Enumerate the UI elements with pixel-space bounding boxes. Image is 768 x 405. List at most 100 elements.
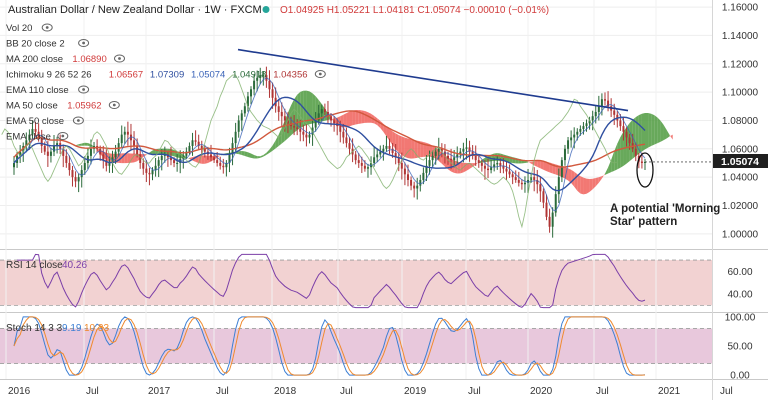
time-tick-label: Jul <box>86 386 99 397</box>
price-tick-label: 1.04000 <box>722 173 759 184</box>
legend-row-value: 1.07309 <box>150 70 184 81</box>
candle-body <box>561 160 563 177</box>
price-tick-label: 1.02000 <box>722 201 759 212</box>
cloud-segment <box>353 110 356 125</box>
legend-row-value: 1.05962 <box>67 101 101 112</box>
legend-row-label: EMA 110 close <box>6 85 69 96</box>
cloud-segment <box>242 151 245 156</box>
cloud-segment <box>651 114 654 146</box>
candle-body <box>416 186 418 189</box>
candle-body <box>250 89 252 96</box>
candle-body <box>367 167 369 168</box>
cloud-segment <box>614 144 617 171</box>
price-tick-label: 1.16000 <box>722 3 759 14</box>
candle-body <box>595 112 597 116</box>
cloud-segment <box>574 172 577 191</box>
rsi-tick-label: 40.00 <box>727 290 752 301</box>
candle-body <box>465 147 467 148</box>
legend-row-label: Vol 20 <box>6 23 32 34</box>
cloud-segment <box>596 177 599 186</box>
candle-body <box>539 184 541 191</box>
cloud-segment <box>617 137 620 169</box>
eye-icon-pupil <box>82 88 85 91</box>
price-tick-label: 1.00000 <box>722 229 759 240</box>
candle-body <box>127 132 129 135</box>
cloud-segment <box>42 159 45 163</box>
candle-body <box>355 154 357 160</box>
time-tick-label: 2018 <box>274 386 297 397</box>
candle-body <box>173 160 175 163</box>
annotation-line-1: A potential 'Morning <box>610 203 720 215</box>
candle-body <box>558 177 560 194</box>
candle-body <box>213 157 215 160</box>
candle-body <box>241 113 243 120</box>
ohlc-readout: O1.04925 H1.05221 L1.04181 C1.05074 −0.0… <box>280 5 549 16</box>
price-tick-label: 1.10000 <box>722 88 759 99</box>
candle-body <box>389 146 391 149</box>
candle-body <box>161 156 163 160</box>
candle-body <box>429 160 431 166</box>
candle-body <box>142 163 144 169</box>
candle-body <box>84 163 86 170</box>
candle-body <box>564 149 566 160</box>
candle-body <box>635 149 637 156</box>
cloud-segment <box>380 121 383 132</box>
time-tick-label: Jul <box>596 386 609 397</box>
eye-icon-pupil <box>113 104 116 107</box>
candle-body <box>192 140 194 146</box>
candle-body <box>302 132 304 135</box>
legend-row-label: Ichimoku 9 26 52 26 <box>6 70 92 81</box>
cloud-segment <box>568 168 571 183</box>
candle-body <box>499 163 501 166</box>
candle-body <box>188 146 190 152</box>
cloud-segment <box>537 161 540 168</box>
last-price-label: 1.05074 <box>721 156 759 168</box>
candle-body <box>410 180 412 186</box>
candle-body <box>324 109 326 112</box>
candle-body <box>401 163 403 169</box>
time-tick-label: Jul <box>216 386 229 397</box>
candle-body <box>382 149 384 152</box>
candle-body <box>496 163 498 164</box>
candle-body <box>68 163 70 170</box>
price-tick-label: 1.12000 <box>722 59 759 70</box>
time-tick-label: 2019 <box>404 386 427 397</box>
candle-body <box>533 177 535 180</box>
cloud-segment <box>639 114 642 154</box>
cloud-segment <box>365 111 368 123</box>
rsi-band <box>0 260 712 305</box>
candle-body <box>47 152 49 156</box>
candle-body <box>592 116 594 120</box>
price-tick-label: 1.14000 <box>722 31 759 42</box>
candle-body <box>108 163 110 166</box>
candle-body <box>622 126 624 132</box>
legend-row-value: 1.06890 <box>72 54 106 65</box>
candle-body <box>515 177 517 180</box>
candle-body <box>296 128 298 129</box>
candle-body <box>490 167 492 170</box>
candle-body <box>487 169 489 170</box>
candle-body <box>53 146 55 152</box>
symbol-title: Australian Dollar / New Zealand Dollar ·… <box>8 4 262 16</box>
candle-body <box>235 132 237 143</box>
stoch-tick-label: 50.00 <box>727 342 752 353</box>
candle-body <box>435 152 437 156</box>
candle-body <box>626 132 628 138</box>
candle-body <box>339 126 341 132</box>
cloud-segment <box>667 130 670 139</box>
candle-body <box>244 106 246 113</box>
candle-body <box>158 160 160 166</box>
cloud-segment <box>251 154 254 159</box>
candle-body <box>50 152 52 156</box>
stoch-label: Stoch 14 3 3 <box>6 323 63 334</box>
candle-body <box>44 146 46 152</box>
candle-body <box>546 203 548 217</box>
candle-body <box>268 81 270 90</box>
price-tick-label: 1.06000 <box>722 144 759 155</box>
candle-body <box>521 183 523 184</box>
rsi-label: RSI 14 close <box>6 260 63 271</box>
annotation-line-2: Star' pattern <box>610 216 677 228</box>
cloud-segment <box>263 153 266 157</box>
candle-body <box>222 166 224 167</box>
